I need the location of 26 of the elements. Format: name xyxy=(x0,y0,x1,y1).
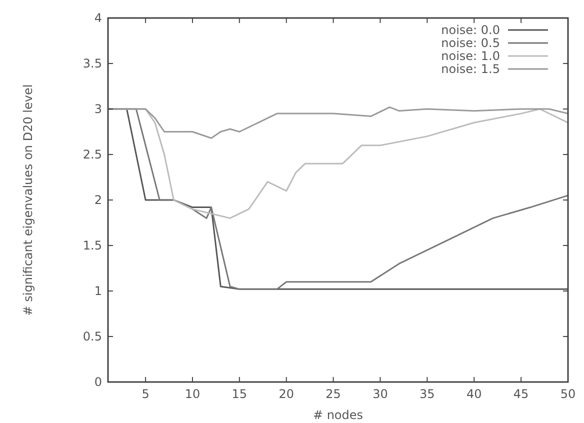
x-tick-label: 10 xyxy=(184,387,200,401)
y-tick-label: 0.5 xyxy=(82,330,102,344)
x-tick-label: 50 xyxy=(560,387,576,401)
y-tick-label: 4 xyxy=(94,11,102,25)
x-tick-label: 25 xyxy=(326,387,341,401)
y-tick-label: 3.5 xyxy=(82,56,102,70)
y-tick-label: 2.5 xyxy=(82,148,102,162)
y-tick-label: 1.5 xyxy=(82,238,102,252)
x-tick-label: 20 xyxy=(278,387,294,401)
legend-label: noise: 1.0 xyxy=(441,49,500,63)
legend-label: noise: 0.5 xyxy=(441,36,500,50)
y-tick-label: 3 xyxy=(94,102,102,116)
x-tick-label: 45 xyxy=(513,387,529,401)
y-tick-label: 1 xyxy=(94,284,102,298)
y-tick-label: 0 xyxy=(94,375,102,389)
x-tick-label: 15 xyxy=(232,387,248,401)
x-axis-title: # nodes xyxy=(312,408,364,422)
x-tick-label: 40 xyxy=(466,387,482,401)
y-axis-title: # significant eigenvalues on D20 level xyxy=(21,84,35,316)
line-series xyxy=(107,106,569,139)
x-tick-label: 5 xyxy=(142,387,150,401)
x-tick-label: 30 xyxy=(372,387,388,401)
legend-label: noise: 0.0 xyxy=(441,23,500,37)
x-tick-label: 35 xyxy=(420,387,435,401)
y-tick-label: 2 xyxy=(94,193,102,207)
legend-label: noise: 1.5 xyxy=(441,62,500,76)
